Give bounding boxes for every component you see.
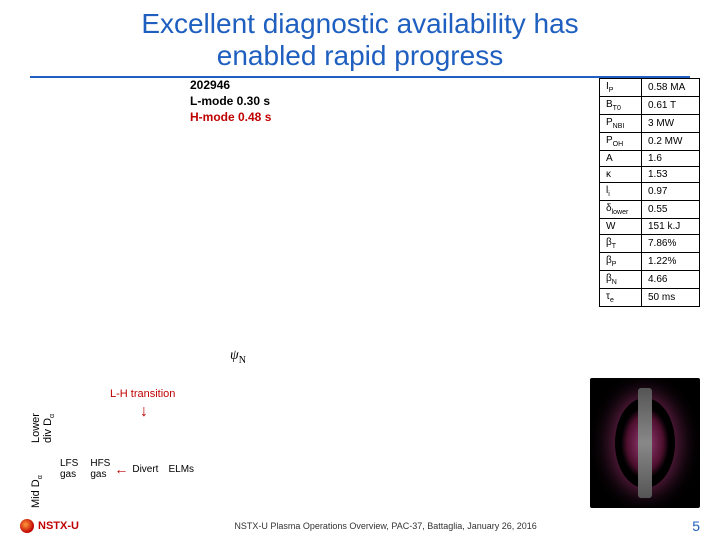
param-symbol: IP: [600, 79, 642, 97]
param-symbol: βN: [600, 271, 642, 289]
param-value: 50 ms: [642, 289, 700, 307]
param-value: 3 MW: [642, 115, 700, 133]
table-row: τe50 ms: [600, 289, 700, 307]
shot-label: 202946 L-mode 0.30 s H-mode 0.48 s: [190, 78, 271, 125]
logo-icon: [20, 519, 34, 533]
plasma-image: [590, 378, 700, 508]
param-value: 0.97: [642, 183, 700, 201]
title-line-2: enabled rapid progress: [217, 40, 503, 71]
parameters-table: IP0.58 MABT00.61 TPNBI3 MWPOH0.2 MWA1.6κ…: [599, 78, 700, 307]
title-line-1: Excellent diagnostic availability has: [141, 8, 578, 39]
param-symbol: τe: [600, 289, 642, 307]
param-value: 1.22%: [642, 253, 700, 271]
gas-annotations: LFS gas HFS gas ← Divert ELMs: [60, 458, 194, 480]
param-symbol: POH: [600, 133, 642, 151]
table-row: li0.97: [600, 183, 700, 201]
param-value: 0.2 MW: [642, 133, 700, 151]
table-row: POH0.2 MW: [600, 133, 700, 151]
hmode-time: H-mode 0.48 s: [190, 110, 271, 126]
table-row: PNBI3 MW: [600, 115, 700, 133]
table-row: δlower0.55: [600, 201, 700, 219]
param-value: 0.55: [642, 201, 700, 219]
lh-arrow-icon: ↓: [140, 403, 148, 421]
hfs-gas-label: HFS gas: [90, 458, 110, 480]
table-row: βP1.22%: [600, 253, 700, 271]
table-row: W151 k.J: [600, 219, 700, 235]
table-row: A1.6: [600, 151, 700, 167]
table-row: κ1.53: [600, 167, 700, 183]
arrow-icon: ←: [114, 461, 128, 477]
elms-label: ELMs: [168, 464, 194, 475]
lfs-gas-label: LFS gas: [60, 458, 78, 480]
param-symbol: βT: [600, 235, 642, 253]
param-value: 1.53: [642, 167, 700, 183]
page-number: 5: [692, 518, 700, 534]
content-area: 202946 L-mode 0.30 s H-mode 0.48 s IP0.5…: [0, 78, 720, 84]
param-value: 1.6: [642, 151, 700, 167]
param-symbol: δlower: [600, 201, 642, 219]
ylabel-lower-div-dalpha: Lowerdiv Dα: [30, 413, 56, 443]
param-value: 4.66: [642, 271, 700, 289]
table-row: βN4.66: [600, 271, 700, 289]
param-symbol: BT0: [600, 97, 642, 115]
param-symbol: A: [600, 151, 642, 167]
param-symbol: W: [600, 219, 642, 235]
table-row: βT7.86%: [600, 235, 700, 253]
shot-id: 202946: [190, 78, 271, 94]
divert-label: Divert: [132, 464, 158, 475]
lh-transition-label: L-H transition: [110, 388, 175, 400]
param-value: 0.61 T: [642, 97, 700, 115]
param-value: 0.58 MA: [642, 79, 700, 97]
table-row: IP0.58 MA: [600, 79, 700, 97]
slide-title: Excellent diagnostic availability has en…: [30, 0, 690, 78]
psi-n-label: ψN: [230, 348, 246, 366]
footer: NSTX-U NSTX-U Plasma Operations Overview…: [0, 518, 720, 534]
param-symbol: PNBI: [600, 115, 642, 133]
param-symbol: li: [600, 183, 642, 201]
ylabel-mid-dalpha: Mid Dα: [30, 476, 44, 509]
param-symbol: βP: [600, 253, 642, 271]
param-symbol: κ: [600, 167, 642, 183]
nstx-u-logo: NSTX-U: [20, 519, 79, 533]
param-value: 7.86%: [642, 235, 700, 253]
lmode-time: L-mode 0.30 s: [190, 94, 271, 110]
footer-text: NSTX-U Plasma Operations Overview, PAC-3…: [234, 521, 536, 531]
table-row: BT00.61 T: [600, 97, 700, 115]
param-value: 151 k.J: [642, 219, 700, 235]
